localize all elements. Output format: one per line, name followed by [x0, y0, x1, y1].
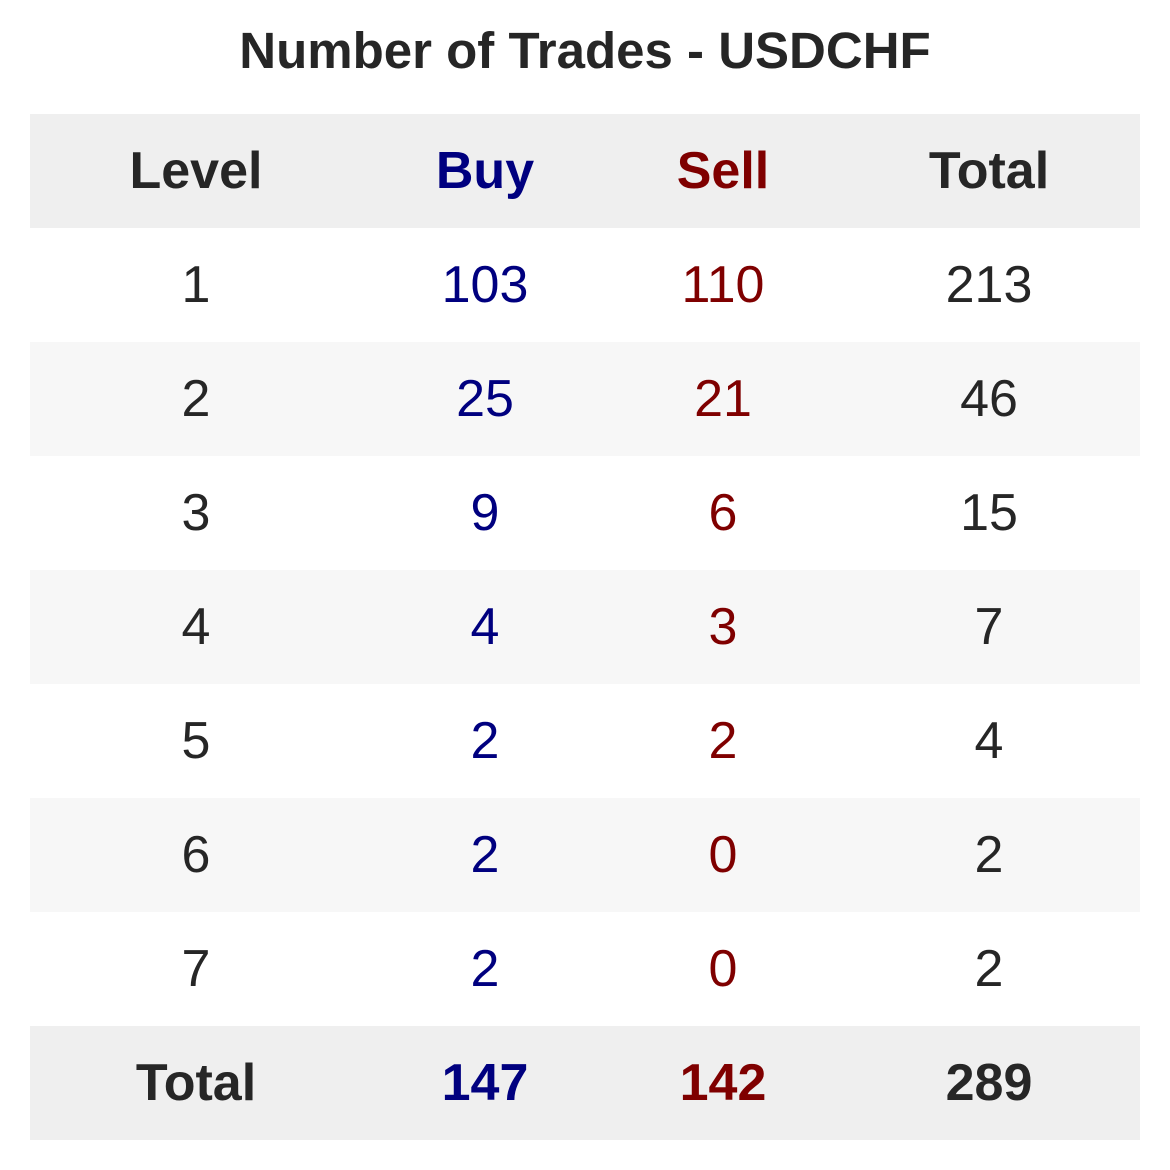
cell-level: 3	[181, 484, 211, 542]
cell-total: 4	[974, 712, 1004, 770]
cell-total: 7	[974, 598, 1004, 656]
header-level: Level	[129, 142, 263, 200]
cell-buy: 25	[456, 370, 514, 428]
cell-sell: 110	[681, 256, 765, 314]
table-row: 6 2 0 2	[30, 798, 1140, 912]
table-row: 5 2 2 4	[30, 684, 1140, 798]
cell-buy: 2	[470, 826, 500, 884]
table-row: 1 103 110 213	[30, 228, 1140, 342]
cell-sell: 0	[708, 826, 738, 884]
cell-sell: 3	[708, 598, 738, 656]
cell-buy: 9	[470, 484, 500, 542]
table-header-row: Level Buy Sell Total	[30, 114, 1140, 228]
cell-buy: 2	[470, 940, 500, 998]
footer-buy: 147	[441, 1054, 529, 1112]
footer-sell: 142	[679, 1054, 767, 1112]
cell-buy: 4	[470, 598, 500, 656]
cell-level: 1	[181, 256, 211, 314]
cell-total: 2	[974, 940, 1004, 998]
table-row: 3 9 6 15	[30, 456, 1140, 570]
cell-level: 6	[181, 826, 211, 884]
header-sell: Sell	[676, 142, 770, 200]
table-row: 2 25 21 46	[30, 342, 1140, 456]
cell-total: 46	[960, 370, 1018, 428]
cell-sell: 2	[708, 712, 738, 770]
cell-total: 2	[974, 826, 1004, 884]
cell-buy: 103	[441, 256, 529, 314]
header-buy: Buy	[435, 142, 535, 200]
table-row: 7 2 0 2	[30, 912, 1140, 1026]
footer-total: 289	[945, 1054, 1033, 1112]
cell-level: 4	[181, 598, 211, 656]
cell-total: 15	[960, 484, 1018, 542]
cell-level: 5	[181, 712, 211, 770]
cell-level: 2	[181, 370, 211, 428]
table-title: Number of Trades - USDCHF	[239, 22, 931, 79]
cell-sell: 0	[708, 940, 738, 998]
cell-sell: 6	[708, 484, 738, 542]
table-footer-row: Total 147 142 289	[30, 1026, 1140, 1140]
table-body: 1 103 110 213 2 25 21 46 3 9 6 15 4 4 3 7 5 2 2 4 6 2 0 2 7 2 0 2	[30, 228, 1140, 1026]
footer-level: Total	[135, 1054, 257, 1112]
cell-level: 7	[181, 940, 211, 998]
cell-sell: 21	[694, 370, 752, 428]
trades-table: Level Buy Sell Total 1 103 110 213 2 25 21 46 3 9…	[30, 114, 1140, 1140]
cell-total: 213	[945, 256, 1033, 314]
header-total: Total	[928, 142, 1050, 200]
cell-buy: 2	[470, 712, 500, 770]
table-row: 4 4 3 7	[30, 570, 1140, 684]
